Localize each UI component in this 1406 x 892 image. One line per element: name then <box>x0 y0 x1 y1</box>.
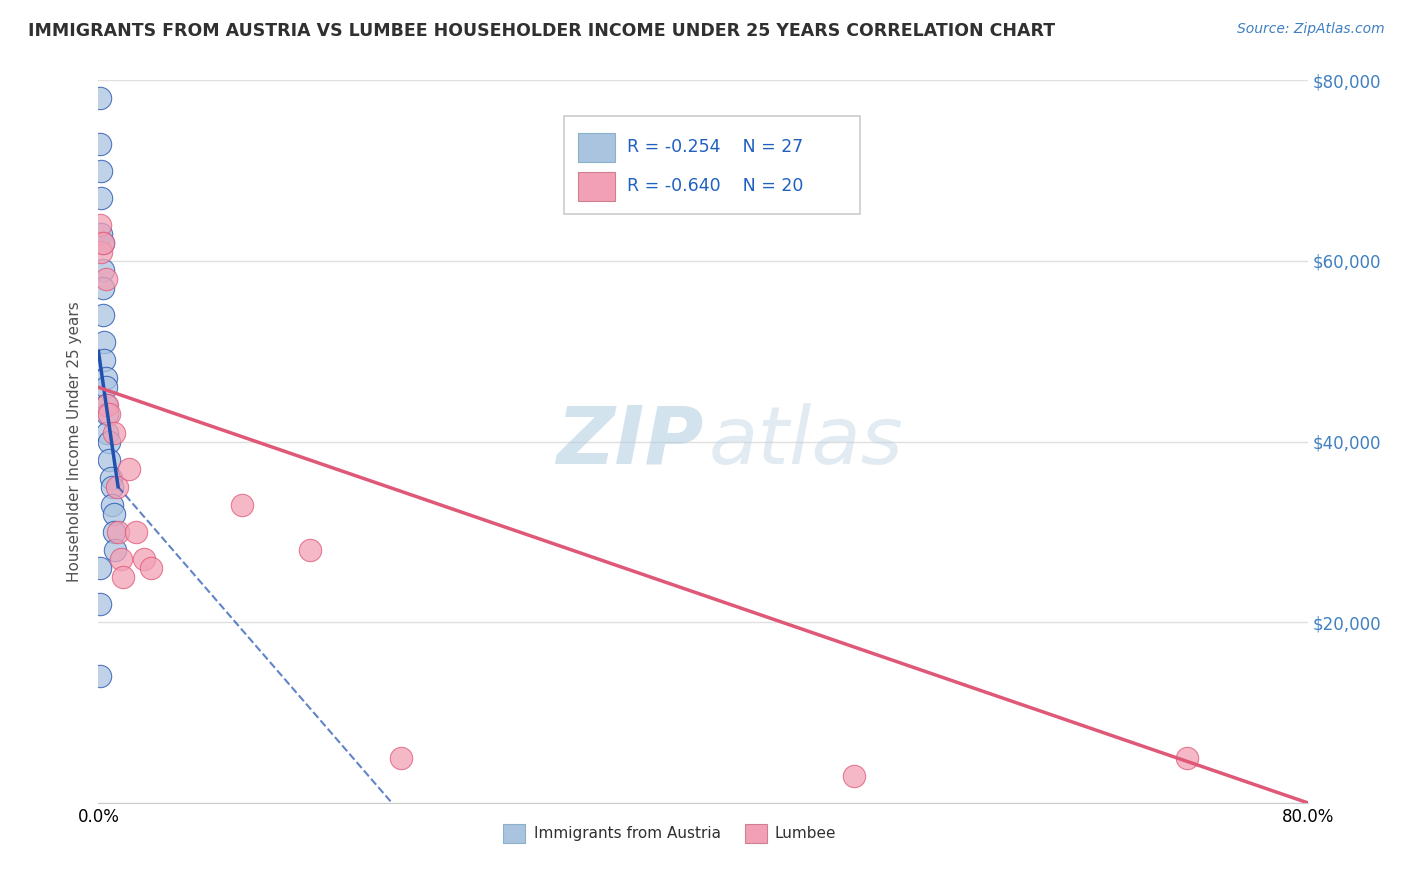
Text: R = -0.254    N = 27: R = -0.254 N = 27 <box>627 138 803 156</box>
Point <box>125 524 148 539</box>
FancyBboxPatch shape <box>564 117 860 214</box>
Text: ZIP: ZIP <box>555 402 703 481</box>
Point <box>89 91 111 105</box>
Point <box>110 552 132 566</box>
Point <box>231 498 253 512</box>
Point <box>141 561 163 575</box>
Point <box>1175 750 1198 764</box>
Point <box>98 452 121 467</box>
Point <box>132 552 155 566</box>
Text: IMMIGRANTS FROM AUSTRIA VS LUMBEE HOUSEHOLDER INCOME UNDER 25 YEARS CORRELATION : IMMIGRANTS FROM AUSTRIA VS LUMBEE HOUSEH… <box>28 22 1056 40</box>
Point <box>90 244 112 259</box>
Point <box>94 371 117 385</box>
Point <box>89 561 111 575</box>
Bar <box>578 133 614 162</box>
Text: atlas: atlas <box>709 402 904 481</box>
Point <box>107 524 129 539</box>
Point <box>98 408 121 422</box>
Bar <box>503 824 526 843</box>
Point <box>89 218 111 232</box>
Y-axis label: Householder Income Under 25 years: Householder Income Under 25 years <box>67 301 83 582</box>
Point <box>389 750 412 764</box>
Text: R = -0.640    N = 20: R = -0.640 N = 20 <box>627 178 803 195</box>
Point <box>89 136 111 151</box>
Point <box>94 272 117 286</box>
Text: Source: ZipAtlas.com: Source: ZipAtlas.com <box>1237 22 1385 37</box>
Point <box>89 597 111 611</box>
Point <box>844 769 866 783</box>
Point <box>94 398 117 412</box>
Point <box>96 425 118 440</box>
Point <box>103 425 125 440</box>
Point <box>96 408 118 422</box>
Point <box>101 498 124 512</box>
Point <box>90 163 112 178</box>
Point <box>101 480 124 494</box>
Text: Lumbee: Lumbee <box>775 826 835 840</box>
Point <box>90 191 112 205</box>
Point <box>91 263 114 277</box>
Point <box>93 335 115 350</box>
Point <box>89 669 111 683</box>
Point <box>93 353 115 368</box>
Bar <box>578 172 614 201</box>
Point <box>96 398 118 412</box>
Point <box>91 308 114 322</box>
Point <box>91 235 114 250</box>
Point <box>111 570 134 584</box>
Text: Immigrants from Austria: Immigrants from Austria <box>534 826 721 840</box>
Point <box>103 507 125 521</box>
Point <box>91 235 114 250</box>
Point <box>91 281 114 295</box>
Point <box>299 542 322 557</box>
Point <box>103 524 125 539</box>
Point <box>105 480 128 494</box>
Point <box>104 542 127 557</box>
Point <box>100 470 122 484</box>
Point <box>94 380 117 394</box>
Point <box>98 434 121 449</box>
Bar <box>745 824 768 843</box>
Point <box>90 227 112 241</box>
Point <box>118 461 141 475</box>
